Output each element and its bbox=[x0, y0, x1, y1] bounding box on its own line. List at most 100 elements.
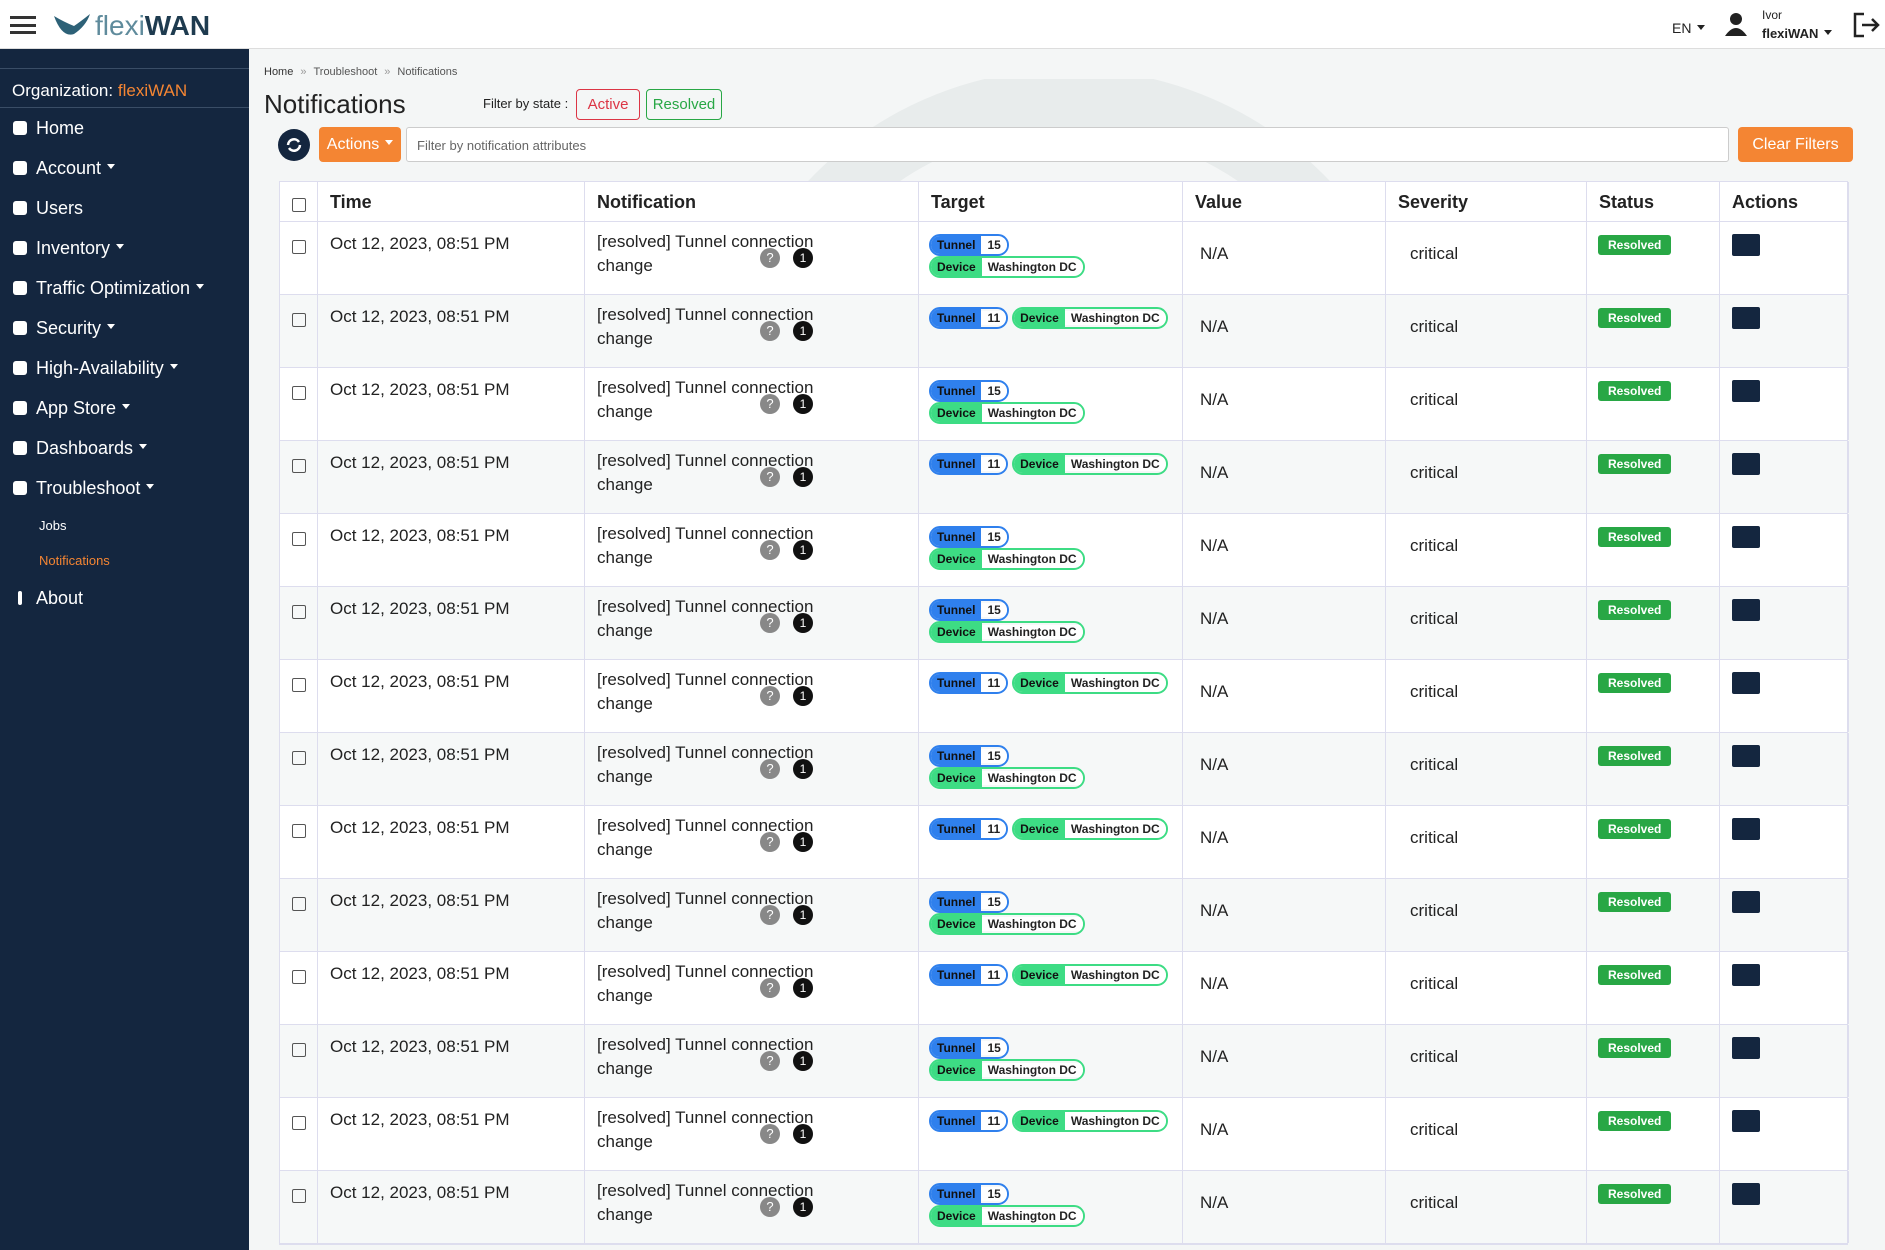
nav-item[interactable]: High-Availability bbox=[0, 348, 249, 388]
hide-button[interactable] bbox=[1732, 599, 1760, 621]
filter-resolved[interactable]: Resolved bbox=[646, 89, 722, 120]
device-tag[interactable]: DeviceWashington DC bbox=[1012, 818, 1168, 840]
column-header[interactable]: Value bbox=[1183, 182, 1386, 225]
help-icon[interactable]: ? bbox=[760, 686, 780, 706]
nav-item[interactable]: Dashboards bbox=[0, 428, 249, 468]
actions-button[interactable]: Actions bbox=[319, 127, 401, 162]
device-tag[interactable]: DeviceWashington DC bbox=[1012, 672, 1168, 694]
hide-button[interactable] bbox=[1732, 964, 1760, 986]
breadcrumb[interactable]: Home bbox=[264, 66, 293, 78]
nav-subitem[interactable]: Notifications bbox=[0, 543, 249, 578]
tunnel-tag[interactable]: Tunnel15 bbox=[929, 234, 1009, 256]
column-header[interactable]: Severity bbox=[1386, 182, 1587, 225]
breadcrumb[interactable]: Troubleshoot bbox=[313, 66, 377, 78]
tunnel-tag[interactable]: Tunnel11 bbox=[929, 964, 1008, 986]
hide-button[interactable] bbox=[1732, 1183, 1760, 1205]
help-icon[interactable]: ? bbox=[760, 248, 780, 268]
logo[interactable]: flexiWAN bbox=[95, 10, 210, 42]
hide-button[interactable] bbox=[1732, 234, 1760, 256]
help-icon[interactable]: ? bbox=[760, 1051, 780, 1071]
tunnel-tag[interactable]: Tunnel11 bbox=[929, 307, 1008, 329]
device-tag[interactable]: DeviceWashington DC bbox=[929, 1059, 1085, 1081]
user-org[interactable]: flexiWAN bbox=[1762, 26, 1832, 41]
help-icon[interactable]: ? bbox=[760, 1124, 780, 1144]
column-header[interactable]: Time bbox=[318, 182, 585, 225]
hide-button[interactable] bbox=[1732, 672, 1760, 694]
nav-subitem[interactable]: Jobs bbox=[0, 508, 249, 543]
hide-button[interactable] bbox=[1732, 453, 1760, 475]
help-icon[interactable]: ? bbox=[760, 978, 780, 998]
checkbox[interactable] bbox=[292, 970, 306, 984]
nav-item[interactable]: Home bbox=[0, 108, 249, 148]
logout[interactable] bbox=[1852, 12, 1880, 38]
hide-button[interactable] bbox=[1732, 526, 1760, 548]
tunnel-tag[interactable]: Tunnel15 bbox=[929, 526, 1009, 548]
nav-item[interactable]: Traffic Optimization bbox=[0, 268, 249, 308]
help-icon[interactable]: ? bbox=[760, 613, 780, 633]
checkbox[interactable] bbox=[292, 198, 306, 212]
device-tag[interactable]: DeviceWashington DC bbox=[929, 767, 1085, 789]
device-tag[interactable]: DeviceWashington DC bbox=[1012, 964, 1168, 986]
hide-button[interactable] bbox=[1732, 307, 1760, 329]
help-icon[interactable]: ? bbox=[760, 321, 780, 341]
refresh[interactable] bbox=[278, 129, 310, 161]
column-header[interactable]: Notification bbox=[585, 182, 919, 225]
search-input[interactable]: Filter by notification attributes bbox=[406, 127, 1729, 162]
menu-button[interactable] bbox=[10, 16, 36, 34]
checkbox[interactable] bbox=[292, 313, 306, 327]
hide-button[interactable] bbox=[1732, 891, 1760, 913]
help-icon[interactable]: ? bbox=[760, 394, 780, 414]
tunnel-tag[interactable]: Tunnel15 bbox=[929, 599, 1009, 621]
checkbox[interactable] bbox=[292, 532, 306, 546]
tunnel-tag[interactable]: Tunnel11 bbox=[929, 672, 1008, 694]
checkbox[interactable] bbox=[292, 459, 306, 473]
nav-item[interactable]: Security bbox=[0, 308, 249, 348]
device-tag[interactable]: DeviceWashington DC bbox=[1012, 307, 1168, 329]
tunnel-tag[interactable]: Tunnel11 bbox=[929, 818, 1008, 840]
hide-button[interactable] bbox=[1732, 1110, 1760, 1132]
tunnel-tag[interactable]: Tunnel11 bbox=[929, 453, 1008, 475]
hide-button[interactable] bbox=[1732, 380, 1760, 402]
clear-filters[interactable]: Clear Filters bbox=[1738, 127, 1853, 162]
nav-item[interactable]: Users bbox=[0, 188, 249, 228]
tunnel-tag[interactable]: Tunnel15 bbox=[929, 380, 1009, 402]
nav-item[interactable]: About bbox=[0, 578, 249, 618]
breadcrumb[interactable]: Notifications bbox=[397, 66, 457, 78]
checkbox[interactable] bbox=[292, 605, 306, 619]
device-tag[interactable]: DeviceWashington DC bbox=[929, 1205, 1085, 1227]
help-icon[interactable]: ? bbox=[760, 759, 780, 779]
help-icon[interactable]: ? bbox=[760, 832, 780, 852]
tunnel-tag[interactable]: Tunnel15 bbox=[929, 1037, 1009, 1059]
device-tag[interactable]: DeviceWashington DC bbox=[1012, 1110, 1168, 1132]
hide-button[interactable] bbox=[1732, 1037, 1760, 1059]
device-tag[interactable]: DeviceWashington DC bbox=[929, 548, 1085, 570]
language[interactable]: EN bbox=[1672, 20, 1705, 36]
hide-button[interactable] bbox=[1732, 818, 1760, 840]
checkbox[interactable] bbox=[292, 386, 306, 400]
column-header[interactable]: Target bbox=[919, 182, 1183, 225]
checkbox[interactable] bbox=[292, 751, 306, 765]
help-icon[interactable]: ? bbox=[760, 467, 780, 487]
checkbox[interactable] bbox=[292, 1116, 306, 1130]
organization[interactable]: Organization: flexiWAN bbox=[0, 68, 249, 108]
nav-item[interactable]: Troubleshoot bbox=[0, 468, 249, 508]
device-tag[interactable]: DeviceWashington DC bbox=[929, 621, 1085, 643]
nav-item[interactable]: Inventory bbox=[0, 228, 249, 268]
help-icon[interactable]: ? bbox=[760, 1197, 780, 1217]
tunnel-tag[interactable]: Tunnel15 bbox=[929, 1183, 1009, 1205]
column-header[interactable]: Actions bbox=[1720, 182, 1849, 225]
checkbox[interactable] bbox=[292, 897, 306, 911]
hide-button[interactable] bbox=[1732, 745, 1760, 767]
checkbox[interactable] bbox=[292, 240, 306, 254]
checkbox[interactable] bbox=[292, 1043, 306, 1057]
device-tag[interactable]: DeviceWashington DC bbox=[929, 256, 1085, 278]
tunnel-tag[interactable]: Tunnel15 bbox=[929, 891, 1009, 913]
nav-item[interactable]: Account bbox=[0, 148, 249, 188]
help-icon[interactable]: ? bbox=[760, 905, 780, 925]
column-header[interactable]: Status bbox=[1587, 182, 1720, 225]
device-tag[interactable]: DeviceWashington DC bbox=[929, 402, 1085, 424]
device-tag[interactable]: DeviceWashington DC bbox=[1012, 453, 1168, 475]
checkbox[interactable] bbox=[292, 824, 306, 838]
filter-active[interactable]: Active bbox=[576, 89, 640, 120]
tunnel-tag[interactable]: Tunnel15 bbox=[929, 745, 1009, 767]
